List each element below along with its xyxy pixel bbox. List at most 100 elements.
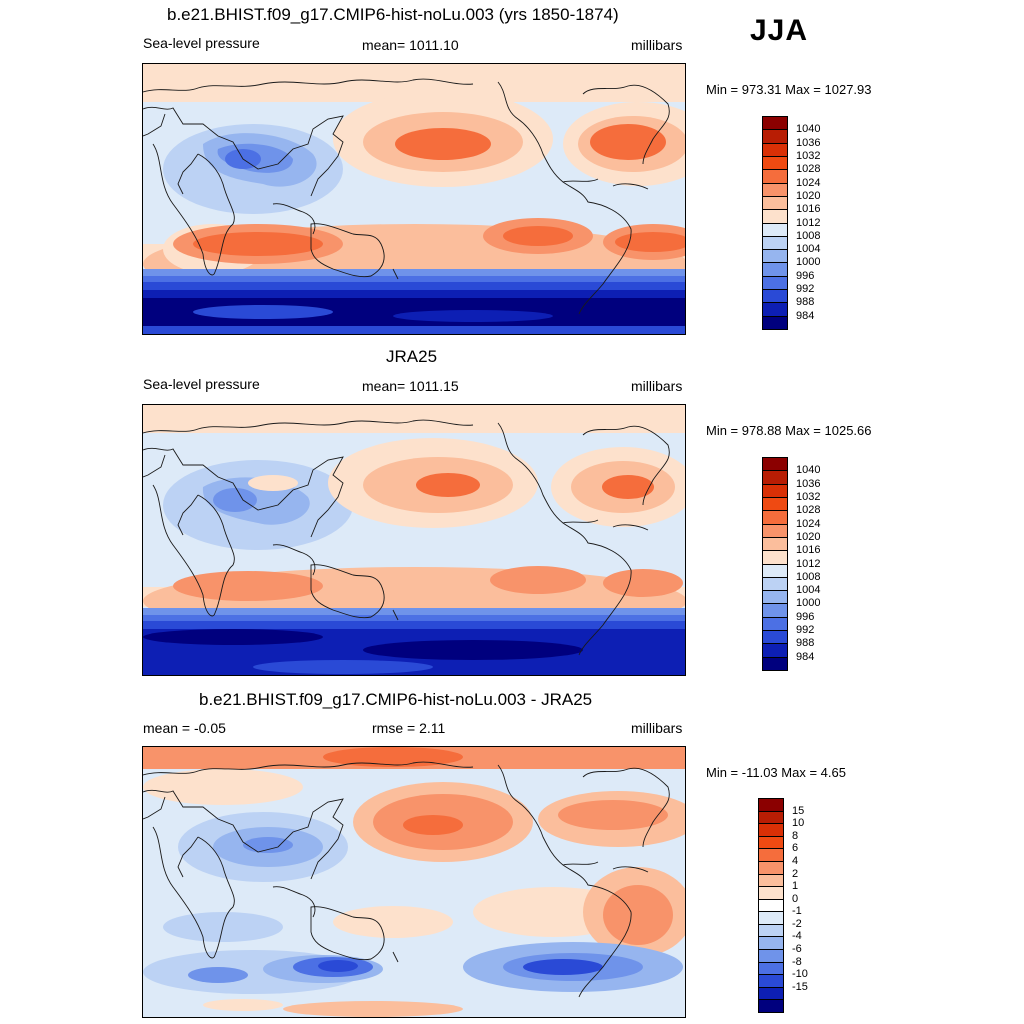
coastlines: [143, 419, 670, 656]
colorbar-label: 1000: [796, 256, 821, 269]
colorbar-label: 992: [796, 283, 815, 296]
colorbar-swatch: [762, 209, 788, 224]
colorbar-swatch: [762, 129, 788, 144]
season-label: JJA: [750, 14, 809, 47]
colorbar-swatch: [762, 630, 788, 645]
colorbar-swatch: [758, 798, 784, 812]
panel-2-title: JRA25: [386, 347, 438, 366]
colorbar-swatch: [762, 523, 788, 538]
colorbar-label: 1000: [796, 597, 821, 610]
colorbar-swatch: [758, 936, 784, 951]
colorbar-swatch: [758, 873, 784, 888]
colorbar-label: 1032: [796, 149, 821, 162]
colorbar-swatch: [758, 986, 784, 1001]
colorbar-swatch: [762, 155, 788, 171]
colorbar-label: 15: [792, 804, 805, 817]
colorbar-label: 1036: [796, 477, 821, 490]
colorbar-label: 1008: [796, 570, 821, 583]
colorbar-swatch: [762, 249, 788, 264]
colorbar-label: 0: [792, 892, 799, 905]
panel-1-mean-label: mean= 1011.10: [362, 37, 459, 53]
colorbar-label: 996: [796, 610, 815, 623]
colorbar-swatch: [758, 886, 784, 900]
colorbar-label: 1004: [796, 243, 821, 256]
colorbar-swatch: [762, 116, 788, 131]
panel-3-mean-label: mean = -0.05: [143, 720, 226, 736]
colorbar-label: 1028: [796, 163, 821, 176]
colorbar-label: 1012: [796, 216, 821, 229]
colorbar-label: 1028: [796, 504, 821, 517]
colorbar-swatch: [758, 848, 784, 862]
colorbar-swatch: [758, 949, 784, 963]
panel-2-left-label: Sea-level pressure: [143, 376, 260, 392]
panel-2-map: [142, 404, 686, 676]
panel-3-title: b.e21.BHIST.f09_g17.CMIP6-hist-noLu.003 …: [199, 690, 593, 709]
colorbar-label: 8: [792, 829, 799, 842]
colorbar-label: 1024: [796, 176, 821, 189]
contour-field: [143, 64, 685, 334]
colorbar-swatch: [758, 823, 784, 837]
colorbar-swatch: [762, 315, 788, 330]
colorbar-swatch: [758, 961, 784, 976]
colorbar-label: 988: [796, 637, 815, 650]
colorbar-swatch: [762, 275, 788, 291]
colorbar-swatch: [762, 235, 788, 251]
colorbar-swatch: [762, 510, 788, 525]
colorbar-label: 10: [792, 817, 805, 830]
coastlines: [143, 761, 670, 998]
colorbar-label: -4: [792, 930, 802, 943]
panel-3-rmse-label: rmse = 2.11: [372, 720, 446, 736]
colorbar-label: 984: [796, 650, 815, 663]
panel-3-map: [142, 746, 686, 1018]
colorbar-swatch: [762, 262, 788, 277]
colorbar-swatch: [762, 182, 788, 197]
panel-1-title: b.e21.BHIST.f09_g17.CMIP6-hist-noLu.003 …: [167, 5, 619, 24]
colorbar-swatch: [762, 195, 788, 211]
panel-2-mean-label: mean= 1011.15: [362, 378, 459, 394]
colorbar-label: 984: [796, 309, 815, 322]
colorbar-swatch: [762, 169, 788, 184]
colorbar-swatch: [758, 923, 784, 938]
colorbar-swatch: [762, 496, 788, 512]
colorbar-label: 1040: [796, 123, 821, 136]
colorbar-swatch: [758, 999, 784, 1013]
colorbar-label: -8: [792, 955, 802, 968]
colorbar-label: -1: [792, 905, 802, 918]
colorbar-swatch: [762, 142, 788, 157]
colorbar-label: 2: [792, 867, 799, 880]
colorbar-label: -10: [792, 968, 808, 981]
colorbar-label: 1012: [796, 557, 821, 570]
colorbar-label: 1020: [796, 189, 821, 202]
colorbar-swatch: [762, 563, 788, 578]
panel-2-units-label: millibars: [631, 378, 683, 394]
colorbar-swatch: [762, 576, 788, 592]
colorbar-swatch: [758, 898, 784, 913]
colorbar-swatch: [758, 810, 784, 825]
coastlines: [143, 78, 670, 315]
panel-1-left-label: Sea-level pressure: [143, 35, 260, 51]
colorbar-label: 4: [792, 854, 799, 867]
contour-field: [143, 405, 685, 675]
colorbar-label: 996: [796, 269, 815, 282]
colorbar-swatch: [762, 616, 788, 632]
colorbar-swatch: [762, 483, 788, 498]
colorbar-label: 1040: [796, 464, 821, 477]
colorbar-label: 1016: [796, 544, 821, 557]
panel-1-units-label: millibars: [631, 37, 683, 53]
colorbar-swatch: [762, 302, 788, 317]
colorbar-label: 1004: [796, 584, 821, 597]
colorbar-label: -15: [792, 980, 808, 993]
colorbar-swatch: [758, 860, 784, 875]
panel-3-units-label: millibars: [631, 720, 683, 736]
colorbar-label: 1036: [796, 136, 821, 149]
colorbar-swatch: [762, 603, 788, 618]
colorbar-label: 988: [796, 296, 815, 309]
colorbar-swatch: [762, 536, 788, 552]
colorbar-swatch: [762, 643, 788, 658]
colorbar-swatch: [762, 457, 788, 472]
contour-field: [143, 747, 685, 1017]
colorbar-swatch: [758, 911, 784, 925]
colorbar-label: 1: [792, 880, 799, 893]
colorbar-label: 1024: [796, 517, 821, 530]
colorbar-label: 1032: [796, 490, 821, 503]
